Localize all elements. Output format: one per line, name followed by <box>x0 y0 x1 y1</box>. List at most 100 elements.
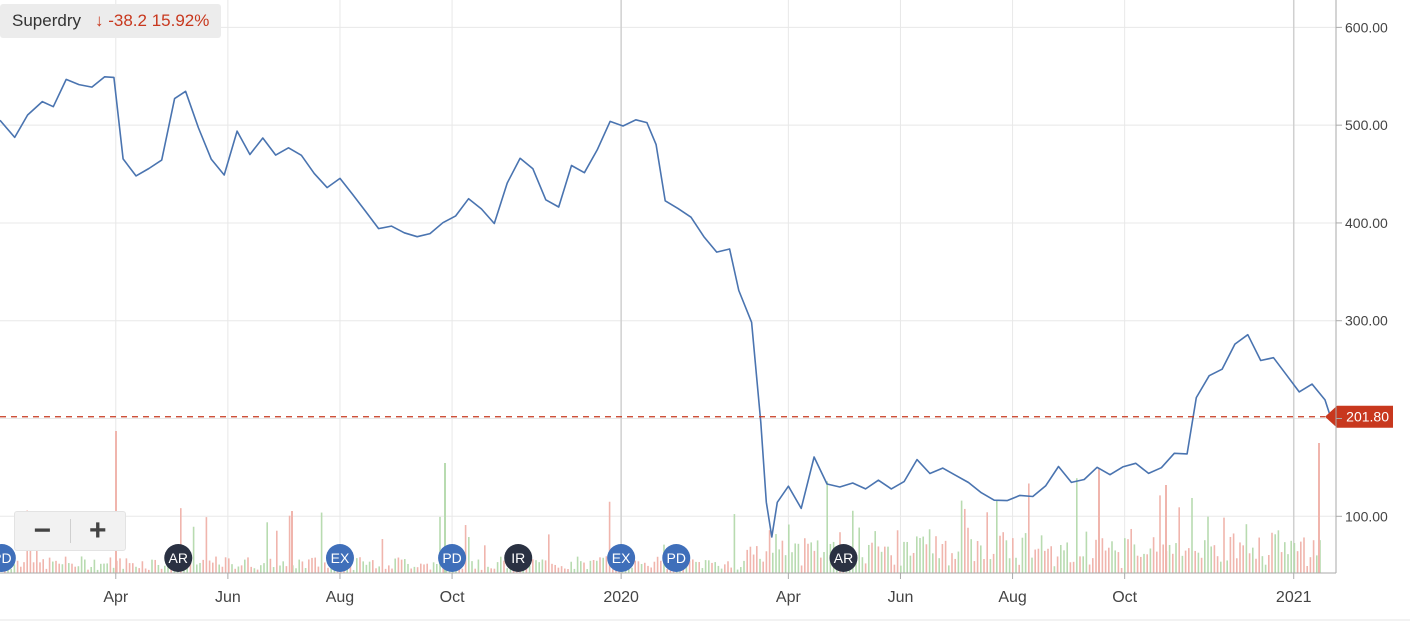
volume-bar <box>372 560 374 573</box>
event-badge[interactable] <box>662 544 691 572</box>
volume-bar <box>560 566 563 573</box>
price-series-line[interactable] <box>0 76 1332 538</box>
volume-bar <box>1076 478 1078 573</box>
volume-bar <box>394 558 396 573</box>
volume-bar <box>487 566 489 573</box>
volume-bar <box>1069 562 1072 573</box>
volume-bar <box>192 526 195 573</box>
volume-bar <box>397 557 400 573</box>
volume-bar <box>743 560 745 573</box>
volume-bar <box>935 536 937 573</box>
volume-bar <box>381 539 384 573</box>
volume-bar <box>240 565 243 573</box>
event-badge[interactable] <box>829 544 858 572</box>
volume-bar <box>599 557 601 573</box>
volume-bar <box>468 537 470 573</box>
volume-bar <box>528 565 531 573</box>
volume-bar <box>1223 517 1225 573</box>
volume-bar <box>1194 550 1196 573</box>
volume-bar <box>535 560 537 573</box>
volume-bar <box>1012 538 1014 573</box>
volume-bar <box>1172 553 1174 573</box>
volume-bar <box>234 568 236 573</box>
event-badge[interactable] <box>325 544 354 572</box>
volume-bar <box>96 569 99 573</box>
volume-bar <box>1152 537 1155 573</box>
volume-bar <box>327 567 329 573</box>
volume-bar <box>1024 533 1027 573</box>
volume-bar <box>461 568 464 573</box>
volume-bar <box>1127 539 1129 573</box>
event-badge[interactable] <box>164 544 193 572</box>
volume-bar <box>944 540 947 573</box>
last-price-label: 201.80 <box>1346 409 1389 425</box>
volume-bar <box>106 563 108 573</box>
volume-bar <box>823 552 825 573</box>
volume-bar <box>1200 557 1203 573</box>
volume-bar <box>503 560 505 573</box>
event-badge-label: PD <box>667 550 686 566</box>
volume-bar <box>205 517 208 573</box>
volume-bar <box>717 565 720 573</box>
event-badge[interactable] <box>0 544 16 572</box>
volume-bar <box>484 545 486 573</box>
volume-bar <box>93 559 96 573</box>
volume-bar <box>237 566 240 573</box>
volume-bar <box>749 546 752 573</box>
zoom-out-button[interactable]: − <box>33 514 52 547</box>
y-tick-label: 300.00 <box>1345 313 1388 329</box>
zoom-controls: − + <box>14 511 126 551</box>
volume-bar <box>1245 524 1248 573</box>
volume-bar <box>1248 553 1251 573</box>
volume-bar <box>682 568 684 573</box>
volume-bar <box>983 559 985 573</box>
volume-bar <box>1229 536 1232 573</box>
volume-bar <box>1168 544 1171 573</box>
volume-bar <box>592 560 595 573</box>
price-line[interactable] <box>0 76 1332 538</box>
volume-bar <box>1197 552 1200 573</box>
volume-bar <box>1255 558 1257 573</box>
volume-bar <box>375 568 377 573</box>
volume-bar <box>772 552 774 573</box>
volume-bar <box>272 567 275 573</box>
volume-bar <box>992 553 995 573</box>
legend-name: Superdry <box>12 11 81 30</box>
volume-bar <box>269 558 272 573</box>
volume-bar <box>189 561 192 573</box>
volume-bar <box>384 568 387 573</box>
y-tick-label: 400.00 <box>1345 215 1388 231</box>
volume-bar <box>157 564 160 573</box>
volume-bar <box>570 561 572 573</box>
volume-bar <box>16 560 19 573</box>
volume-bar <box>1277 530 1280 573</box>
volume-bar <box>477 559 480 573</box>
volume-bar <box>58 563 60 573</box>
legend-change-value: -38.2 <box>108 11 147 30</box>
down-arrow-icon: ↓ <box>94 11 104 30</box>
volume-bar <box>1309 557 1312 573</box>
volume-bar <box>90 566 92 573</box>
event-badge[interactable] <box>438 544 467 572</box>
volume-bar <box>1021 537 1024 573</box>
y-tick-label: 100.00 <box>1345 508 1388 524</box>
volume-bar <box>1162 544 1164 573</box>
volume-bar <box>1143 553 1145 573</box>
last-price-tag <box>1325 405 1393 428</box>
volume-bar <box>759 558 761 573</box>
volume-bar <box>586 569 588 573</box>
volume-bar <box>1130 528 1132 573</box>
event-badge[interactable] <box>504 544 533 572</box>
volume-bar <box>29 536 32 573</box>
event-badge-label: AR <box>169 550 188 566</box>
zoom-in-button[interactable]: + <box>88 514 107 547</box>
volume-bar <box>119 558 121 573</box>
volume-bar <box>1213 545 1216 573</box>
volume-bar <box>61 564 64 573</box>
volume-bar <box>1120 567 1123 573</box>
volume-bar <box>416 567 419 573</box>
volume-bar <box>1015 557 1017 573</box>
volume-bar <box>909 555 912 573</box>
event-badge[interactable] <box>607 544 636 572</box>
